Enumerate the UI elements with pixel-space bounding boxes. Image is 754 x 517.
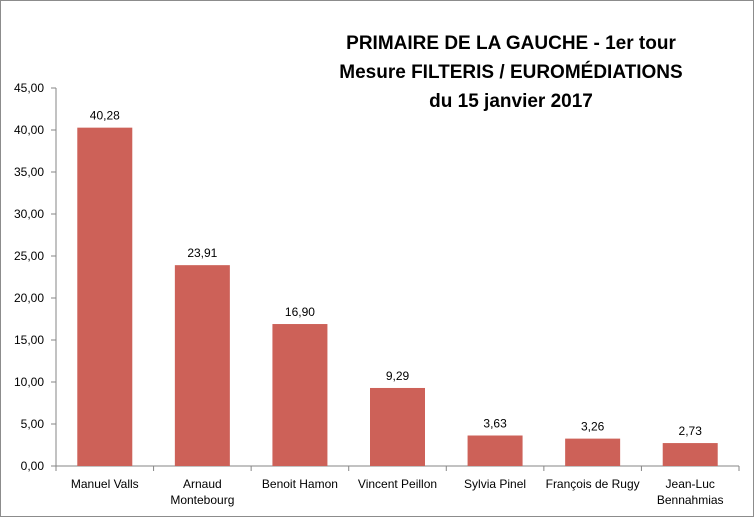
data-label: 40,28 [90, 109, 120, 123]
y-tick-label: 30,00 [14, 207, 44, 221]
category-label: Manuel Valls [71, 477, 139, 491]
bar [467, 435, 523, 466]
bar [565, 438, 621, 466]
bar [77, 127, 133, 466]
data-label: 9,29 [386, 369, 410, 383]
category-label: Vincent Peillon [358, 477, 437, 491]
data-label: 23,91 [187, 246, 217, 260]
y-tick-label: 45,00 [14, 81, 44, 95]
y-tick-label: 15,00 [14, 333, 44, 347]
data-label: 3,26 [581, 420, 605, 434]
chart-title-line-1: PRIMAIRE DE LA GAUCHE - 1er tour [346, 33, 676, 54]
data-label: 3,63 [483, 417, 507, 431]
chart-title: PRIMAIRE DE LA GAUCHE - 1er tour Mesure … [271, 29, 751, 116]
chart-title-line-2: Mesure FILTERIS / EUROMÉDIATIONS [339, 62, 683, 83]
category-label: Benoit Hamon [262, 477, 338, 491]
y-tick-label: 40,00 [14, 123, 44, 137]
y-tick-label: 10,00 [14, 375, 44, 389]
y-tick-label: 35,00 [14, 165, 44, 179]
data-label: 2,73 [679, 424, 703, 438]
bar [662, 443, 718, 466]
bar [174, 265, 230, 466]
y-tick-label: 5,00 [21, 417, 45, 431]
category-label: François de Rugy [546, 477, 640, 491]
category-label: Jean-Luc [666, 477, 715, 491]
bar [370, 387, 425, 466]
bar [272, 324, 328, 466]
category-label: Arnaud [183, 477, 222, 491]
data-label: 16,90 [285, 305, 315, 319]
chart-title-line-3: du 15 janvier 2017 [429, 91, 593, 112]
y-tick-label: 25,00 [14, 249, 44, 263]
category-label: Bennahmias [657, 493, 724, 507]
y-tick-label: 20,00 [14, 291, 44, 305]
category-label: Sylvia Pinel [464, 477, 526, 491]
y-tick-label: 0,00 [21, 459, 45, 473]
category-label: Montebourg [170, 493, 234, 507]
